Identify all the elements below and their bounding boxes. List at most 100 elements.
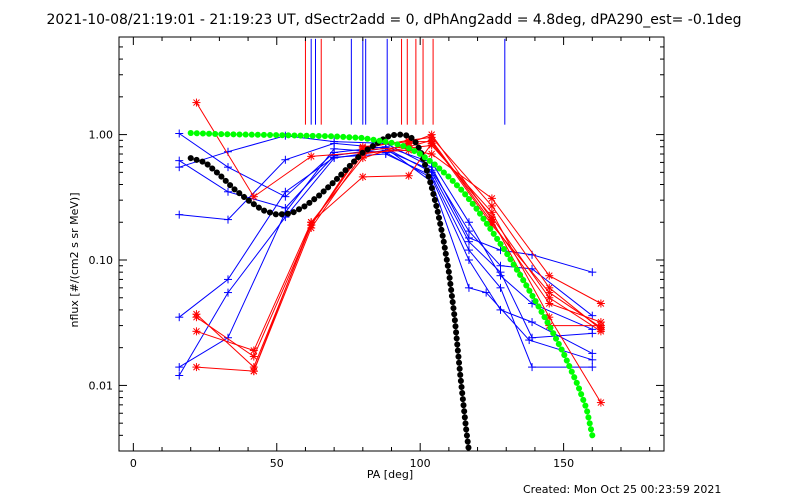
series-red-9-point-5	[404, 171, 413, 180]
series-red-12-point-2	[249, 352, 258, 361]
marker-d2	[488, 195, 496, 202]
x-tick-label: 150	[553, 457, 574, 470]
series-red-12-point-1	[192, 313, 201, 322]
marker-d2	[359, 173, 367, 181]
series-blue-4-point-9	[528, 363, 537, 372]
marker-d2	[545, 289, 553, 296]
marker-d2	[428, 138, 436, 145]
series-blue-6-point-1	[175, 129, 184, 138]
marker-d2	[250, 193, 258, 201]
series-blue-2-line	[179, 135, 593, 273]
marker-d2	[597, 324, 605, 331]
series-red-12-line	[196, 136, 602, 358]
series-blue-7-point-9	[528, 333, 537, 342]
series-red-8-point-3	[307, 152, 316, 161]
series-blue-4-point-1	[175, 313, 184, 322]
series-red-8-point-9	[596, 299, 605, 308]
y-axis-ticks: 0.01 0.10 1.00	[89, 36, 664, 452]
x-tick-label: 100	[410, 457, 431, 470]
marker-d2	[545, 272, 553, 280]
series-red-13-point-1	[249, 367, 258, 376]
series-blue-7-point-4	[330, 151, 339, 160]
series-blue-7-line	[178, 147, 593, 339]
series-blue-5-point-1	[175, 363, 184, 372]
x-tick-label: 0	[130, 457, 137, 470]
series-blue-3-point-2	[224, 288, 232, 297]
series-blue-6-point-7	[464, 218, 473, 227]
marker-d2	[193, 313, 200, 321]
marker-d2	[597, 399, 605, 406]
series-red-8-point-7	[487, 194, 496, 203]
fit-curve-green	[187, 130, 596, 439]
series-blue-6-point-3	[281, 192, 290, 201]
marker-d2	[193, 99, 200, 106]
series-red-11-point-7	[487, 208, 496, 217]
y-tick-label: 0.10	[89, 254, 114, 267]
series-red-8-point-6	[427, 150, 436, 159]
chart-title: 2021-10-08/21:19:01 - 21:19:23 UT, dSect…	[47, 12, 742, 28]
series-blue-2-point-4	[330, 137, 339, 146]
series-red-11-point-1	[192, 363, 201, 372]
y-tick-label: 1.00	[89, 129, 114, 142]
series-red-10-point-8	[545, 299, 554, 308]
marker-d2	[545, 300, 553, 307]
series-blue-5-point-7	[464, 256, 473, 265]
series-blue-4-point-8	[496, 283, 505, 292]
marker-d2	[359, 143, 367, 151]
series-red-11-point-9	[596, 398, 605, 407]
series-blue-1-point-7	[464, 283, 473, 292]
series-red-14-point-1	[307, 221, 316, 230]
series-blue-5-line	[178, 148, 593, 368]
series-red-12-point-7	[487, 201, 496, 210]
x-axis-label: PA [deg]	[367, 468, 413, 481]
series-blue-7-point-3	[281, 203, 290, 212]
series-red-9-point-4	[358, 172, 367, 181]
marker-d2	[597, 300, 605, 307]
plot-area	[175, 38, 605, 451]
series-blue-6-line	[178, 133, 593, 330]
series-blue-3-point-1	[175, 371, 184, 380]
marker-d2	[405, 172, 413, 180]
series-blue-5-point-8	[496, 305, 505, 314]
plot-content	[175, 38, 605, 451]
y-axis-label: nflux [#/(cm2 s sr MeV)]	[68, 193, 81, 328]
marker-d2	[307, 221, 315, 229]
fit-curve-black	[187, 131, 472, 451]
marker-d2	[488, 208, 496, 216]
marker-d2	[428, 131, 436, 138]
series-red-14-point-4	[427, 137, 436, 146]
series-blue-1-point-3	[281, 155, 290, 164]
series-blue-7-point-2	[224, 187, 232, 196]
series-blue-5-point-2	[224, 333, 232, 342]
series-blue-4-point-2	[224, 275, 232, 284]
series-blue-3-line	[178, 149, 593, 376]
marker-d2	[359, 154, 367, 162]
series-blue-1-point-2	[224, 215, 232, 224]
series-blue-7-point-7	[464, 237, 473, 246]
series-red-8-point-1	[192, 98, 201, 107]
series-blue-7-point-8	[496, 268, 505, 277]
y-tick-label: 0.01	[89, 379, 114, 392]
x-axis-ticks: 0 50 100 150	[130, 37, 651, 470]
marker-d2	[250, 367, 258, 375]
series-red-14-point-6	[545, 288, 554, 297]
series-blue-3-point-7	[464, 227, 473, 236]
series-blue-6-point-2	[224, 163, 232, 172]
series-blue-5-point-9	[528, 318, 537, 327]
series-blue-1-point-8	[482, 288, 491, 297]
series-red-14-point-7	[596, 323, 605, 332]
series-blue-3-point-10	[588, 311, 597, 320]
series-red-8-point-8	[545, 271, 554, 280]
marker-d2	[250, 353, 258, 360]
series-blue-2-point-10	[588, 268, 597, 277]
series-blue-1-point-1	[175, 210, 184, 219]
series-red-9-point-1	[192, 327, 201, 336]
series-red-9-line	[196, 142, 602, 352]
plot-frame	[118, 36, 665, 452]
marker-d2	[193, 363, 200, 371]
x-tick-label: 50	[270, 457, 284, 470]
series-red-13-point-5	[427, 130, 436, 139]
series-blue-4-point-7	[464, 246, 473, 255]
series-blue-7-point-10	[588, 329, 597, 338]
